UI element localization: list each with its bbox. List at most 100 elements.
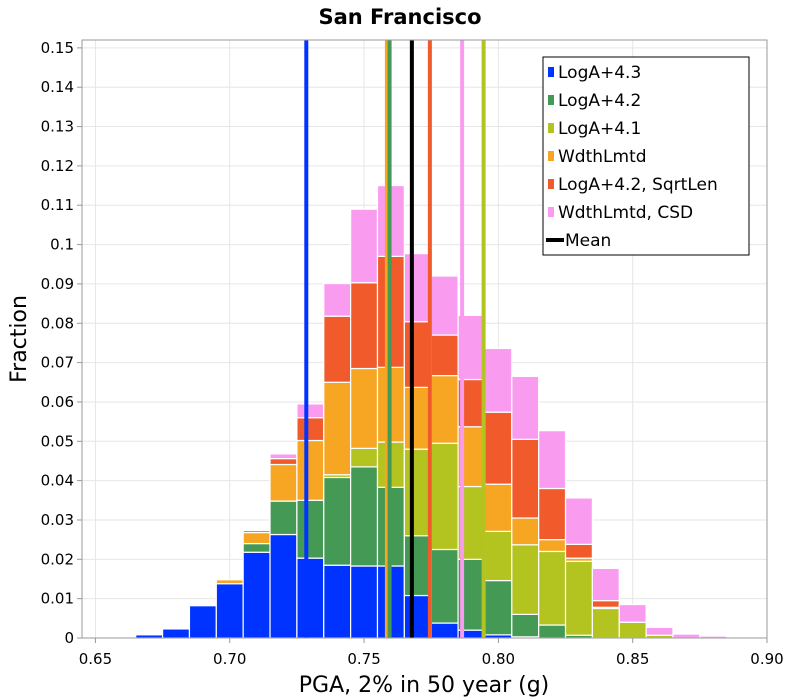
legend-entry: LogA+4.2 [558,91,641,111]
legend-box [542,56,750,256]
bar-segment [403,448,432,537]
bar-segment [511,517,540,546]
bar-segment [215,583,244,639]
bar-segment [430,374,459,444]
bar-segment [161,628,191,639]
y-axis-label: Fraction [7,295,32,383]
bar-segment [430,334,459,377]
legend-entry: WdthLmtd, CSD [558,203,693,223]
y-tick-label: 0.12 [41,157,74,175]
legend-swatch [548,123,554,133]
bar-segment [564,497,593,545]
bar-segment [511,375,540,440]
bar-segment [430,548,459,624]
bar-segment [323,476,352,566]
bar-segment [538,550,567,626]
bar-segment [618,603,647,623]
bar-segment [538,487,567,541]
mean-lines [304,40,486,638]
bar-segment [484,530,513,582]
bar-segment [430,622,459,639]
bar-segment [484,347,513,413]
bar-segment [350,208,379,284]
bar-segment [296,403,325,419]
bar-segment [403,594,432,639]
y-tick-label: 0.1 [50,236,74,254]
bar-segment [538,539,567,553]
axis-ticks: 0 0.01 0.02 0.03 0.04 0.05 0.06 0.07 0.08 0.09 0.1… [41,39,784,668]
bar-segment [511,613,540,638]
bar-segment [323,282,352,317]
legend-swatch [548,151,554,161]
legend-entry: LogA+4.3 [558,63,641,83]
x-tick-label: 0.90 [750,650,783,668]
chart-title: San Francisco [318,5,481,29]
y-tick-label: 0.04 [41,472,74,490]
x-tick-label: 0.85 [616,650,649,668]
bar-segment [350,565,379,639]
x-tick-label: 0.65 [79,650,112,668]
legend-swatch [548,207,554,217]
bar-segment [269,458,298,466]
legend-entry: LogA+4.1 [558,119,641,139]
bar-segment [269,500,298,536]
bar-segment [538,624,567,639]
bar-segment [484,579,513,636]
x-tick-label: 0.80 [482,650,515,668]
bar-segment [188,605,217,639]
legend-swatch [548,67,554,77]
x-tick-label: 0.70 [213,650,246,668]
bar-segment [296,557,325,639]
plot-frame [81,39,768,639]
bar-segment [296,499,325,559]
bar-segment [269,463,298,502]
bar-segment [242,551,271,639]
bar-segment [430,275,459,336]
legend-entry: LogA+4.2, SqrtLen [558,175,718,195]
bar-segment [242,542,271,553]
bar-segment [538,430,567,490]
bar-segment [269,533,298,639]
legend-entry: Mean [565,231,611,251]
bar-segment [672,633,701,639]
legend-entry: WdthLmtd [558,147,647,167]
bar-segment [618,621,647,639]
y-tick-label: 0 [64,629,74,647]
bar-segment [242,529,271,534]
legend-swatch [548,95,554,105]
bar-segment [484,483,513,532]
bar-segment [403,253,432,323]
bar-segment [350,367,379,449]
bar-segment [350,282,379,370]
bar-segment [269,453,298,460]
bar-segment [511,438,540,519]
bar-segment [591,607,620,639]
bar-segment [403,321,432,388]
y-tick-label: 0.01 [41,590,74,608]
y-tick-label: 0.06 [41,393,74,411]
bar-segment [403,535,432,597]
y-tick-label: 0.09 [41,275,74,293]
bar-segment [564,543,593,559]
bar-segment [564,560,593,636]
bar-segment [323,315,352,383]
bar-segment [591,600,620,608]
bar-segment [323,381,352,476]
y-tick-label: 0.15 [41,39,74,57]
y-tick-label: 0.07 [41,354,74,372]
bar-segment [242,531,271,545]
bar-segment [645,626,674,636]
y-tick-label: 0.03 [41,511,74,529]
y-tick-label: 0.08 [41,314,74,332]
y-tick-label: 0.13 [41,118,74,136]
bar-segment [430,442,459,551]
bar-segment [484,411,513,485]
bar-segment [350,466,379,567]
x-axis-label: PGA, 2% in 50 year (g) [299,673,550,698]
bar-segment [591,567,620,602]
bar-segment [296,439,325,501]
bar-segment [350,447,379,468]
y-tick-label: 0.05 [41,432,74,450]
bar-segment [403,386,432,450]
